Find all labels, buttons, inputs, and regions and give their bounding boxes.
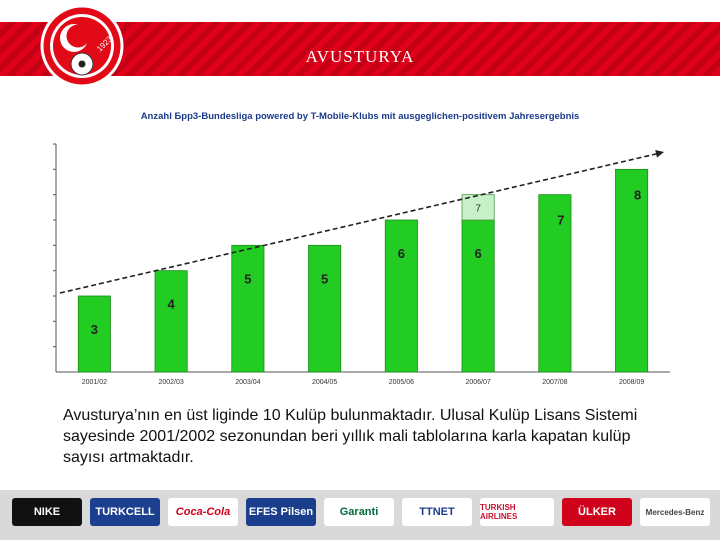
bar-chart: Anzahl Бpp3-Bundesliga powered by T-Mobi…	[53, 111, 670, 386]
x-tick-label: 2006/07	[465, 379, 490, 386]
value-label: 7	[557, 213, 564, 228]
value-label: 5	[244, 271, 251, 286]
bar-2008-09	[615, 168, 649, 373]
sponsor-mercedes-logo: Mercedes-Benz	[640, 498, 710, 526]
sponsor-ttnet-logo: TTNET	[402, 498, 472, 526]
bar-2005-06	[384, 219, 418, 373]
x-tick-label: 2005/06	[389, 379, 414, 386]
chart-title: Anzahl Бpp3-Bundesliga powered by T-Mobi…	[141, 111, 580, 122]
sponsor-ulker-logo: ÜLKER	[562, 498, 632, 526]
x-tick-label: 2007/08	[542, 379, 567, 386]
bar-2003-04	[231, 244, 265, 373]
trend-arrowhead	[655, 150, 664, 158]
x-tick-label: 2003/04	[235, 379, 260, 386]
bar-2007-08	[538, 194, 572, 373]
sponsor-cocacola-logo: Coca-Cola	[168, 498, 238, 526]
x-tick-label: 2001/02	[82, 379, 107, 386]
x-tick-label: 2004/05	[312, 379, 337, 386]
value-label: 6	[475, 246, 482, 261]
value-label: 5	[321, 271, 328, 286]
value-label: 3	[91, 322, 98, 337]
sponsor-turkcell-logo: TURKCELL	[90, 498, 160, 526]
x-tick-labels: 2001/02 2002/03 2003/04 2004/05 2005/06 2006/…	[82, 379, 645, 386]
page-title: AVUSTURYA	[305, 47, 415, 66]
trend-line	[59, 152, 659, 294]
annotation-group: 7	[461, 194, 495, 221]
sponsor-strip: NIKE TURKCELL Coca-Cola EFES Pilsen Gara…	[0, 490, 720, 540]
bar-2001-02	[77, 295, 111, 373]
trend-arrow	[59, 150, 664, 294]
y-ticks	[53, 143, 56, 348]
sponsor-garanti-logo: Garanti	[324, 498, 394, 526]
value-label: 8	[634, 187, 641, 202]
x-tick-label: 2002/03	[158, 379, 183, 386]
bars-group	[77, 168, 649, 373]
value-label: 6	[398, 246, 405, 261]
body-text: Avusturya’nın en üst liginde 10 Kulüp bu…	[63, 407, 638, 466]
x-tick-label: 2008/09	[619, 379, 644, 386]
value-label: 4	[168, 297, 176, 312]
federation-logo: 1923	[40, 4, 124, 88]
sponsor-nike-logo: NIKE	[12, 498, 82, 526]
sponsor-efes-logo: EFES Pilsen	[246, 498, 316, 526]
annotation-label: 7	[475, 203, 481, 214]
bar-2006-07	[461, 219, 495, 373]
value-labels: 3 4 5 5 6 6 7 8	[91, 187, 641, 337]
bar-2002-03	[154, 270, 188, 373]
bar-2004-05	[308, 244, 342, 373]
annotation-box	[461, 194, 495, 221]
sponsor-turkish-airlines-logo: TURKISH AIRLINES	[480, 498, 554, 526]
